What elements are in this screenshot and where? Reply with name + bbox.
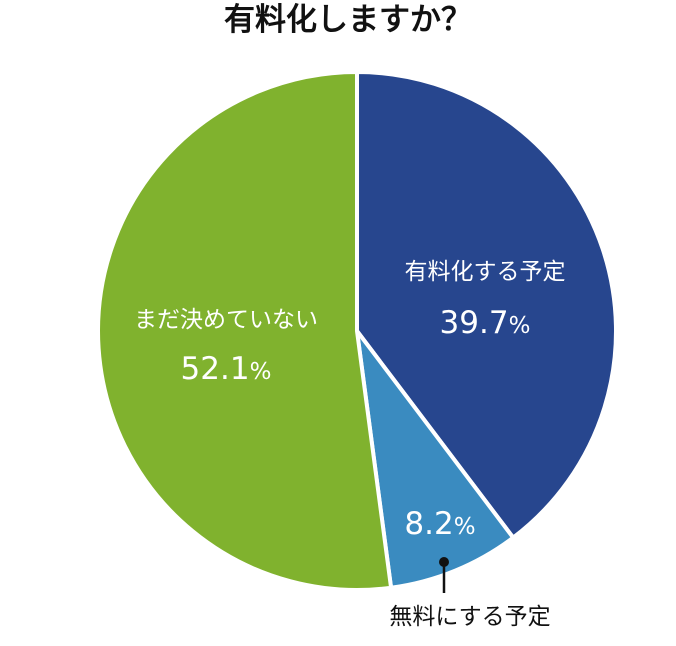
pie-slice-3 bbox=[96, 70, 394, 592]
pie-slice-2 bbox=[355, 329, 516, 590]
chart-title: 有料化しますか？ bbox=[224, 2, 472, 38]
slice-value-2: 8.2% bbox=[404, 506, 475, 542]
slice-label-1: 有料化する予定 bbox=[405, 259, 566, 285]
slice-value-1: 39.7% bbox=[440, 305, 531, 341]
slice-value-3: 52.1% bbox=[181, 351, 272, 387]
slice-label-3: まだ決めていない bbox=[134, 307, 318, 333]
pie-slice-1 bbox=[355, 70, 618, 540]
slice-label-2: 無料にする予定 bbox=[389, 604, 550, 630]
pie-slices bbox=[96, 70, 618, 592]
pie-labels: 有料化する予定 39.7% まだ決めていない 52.1% 8.2% 無料にする予定 bbox=[134, 259, 566, 630]
